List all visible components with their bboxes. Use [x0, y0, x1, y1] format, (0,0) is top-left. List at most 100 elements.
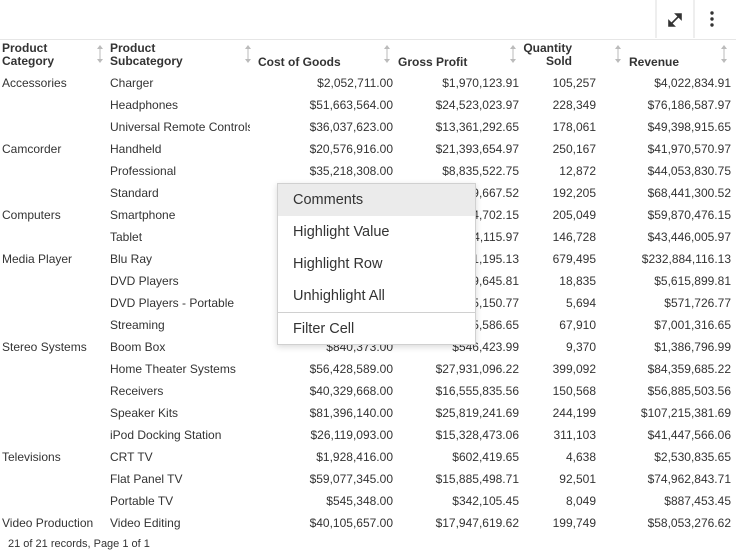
table-cell[interactable]: 4,115.97 [473, 230, 519, 244]
table-cell[interactable]: DVD Players - Portable [110, 296, 235, 310]
table-cell[interactable]: $43,446,005.97 [647, 230, 731, 244]
table-cell[interactable]: $59,870,476.15 [647, 208, 731, 222]
table-cell[interactable]: $15,328,473.06 [435, 428, 519, 442]
table-cell[interactable]: $20,576,916.00 [309, 142, 393, 156]
table-cell[interactable]: $68,441,300.52 [647, 186, 731, 200]
table-cell[interactable]: $15,885,498.71 [435, 472, 519, 486]
table-cell[interactable]: Televisions [2, 450, 61, 464]
table-cell[interactable]: Flat Panel TV [110, 472, 183, 486]
column-header[interactable]: Product Category [2, 41, 55, 68]
table-cell[interactable]: $36,037,623.00 [309, 120, 393, 134]
table-cell[interactable]: $545,348.00 [326, 494, 393, 508]
table-cell[interactable]: $84,359,685.22 [647, 362, 731, 376]
table-cell[interactable]: 8,049 [565, 494, 596, 508]
table-cell[interactable]: $17,947,619.62 [435, 516, 519, 530]
table-cell[interactable]: $56,428,589.00 [309, 362, 393, 376]
table-cell[interactable]: $107,215,381.69 [640, 406, 731, 420]
table-cell[interactable]: Receivers [110, 384, 164, 398]
table-cell[interactable]: $81,396,140.00 [309, 406, 393, 420]
table-cell[interactable]: 150,568 [552, 384, 596, 398]
table-cell[interactable]: $2,052,711.00 [317, 76, 393, 90]
table-cell[interactable]: $24,523,023.97 [435, 98, 519, 112]
table-cell[interactable]: $49,398,915.65 [647, 120, 731, 134]
table-cell[interactable]: 146,728 [552, 230, 596, 244]
table-cell[interactable]: Accessories [2, 76, 67, 90]
sort-icon[interactable] [244, 44, 252, 64]
table-cell[interactable]: $40,329,668.00 [309, 384, 393, 398]
menu-item[interactable]: Highlight Value [293, 224, 390, 240]
table-cell[interactable]: $44,053,830.75 [647, 164, 731, 178]
table-cell[interactable]: $76,186,587.97 [647, 98, 731, 112]
table-cell[interactable]: $27,931,096.22 [435, 362, 519, 376]
table-cell[interactable]: $232,884,116.13 [641, 252, 731, 266]
table-cell[interactable]: 205,049 [552, 208, 596, 222]
table-cell[interactable]: 5,694 [565, 296, 596, 310]
table-cell[interactable]: 5,586.65 [472, 318, 519, 332]
table-cell[interactable]: 92,501 [559, 472, 596, 486]
table-cell[interactable]: $59,077,345.00 [309, 472, 393, 486]
table-cell[interactable]: 18,835 [559, 274, 596, 288]
table-cell[interactable]: Handheld [110, 142, 162, 156]
table-cell[interactable]: $25,819,241.69 [435, 406, 519, 420]
sort-icon[interactable] [96, 44, 104, 64]
table-cell[interactable]: 4,702.15 [472, 208, 519, 222]
table-cell[interactable]: $5,615,899.81 [654, 274, 731, 288]
table-cell[interactable]: 311,103 [553, 428, 597, 442]
table-cell[interactable]: $41,447,566.06 [647, 428, 731, 442]
table-cell[interactable]: 1,195.13 [472, 252, 519, 266]
table-cell[interactable]: $58,053,276.62 [647, 516, 731, 530]
table-cell[interactable]: $1,970,123.91 [442, 76, 519, 90]
menu-item[interactable]: Unhighlight All [293, 288, 385, 304]
table-cell[interactable]: 12,872 [559, 164, 596, 178]
table-cell[interactable]: $51,663,564.00 [309, 98, 393, 112]
more-icon[interactable] [710, 11, 714, 27]
table-cell[interactable]: $21,393,654.97 [435, 142, 519, 156]
menu-item[interactable]: Filter Cell [293, 321, 355, 337]
table-cell[interactable]: 9,370 [565, 340, 596, 354]
menu-item[interactable]: Comments [278, 184, 475, 216]
table-cell[interactable]: Home Theater Systems [110, 362, 236, 376]
table-cell[interactable]: CRT TV [110, 450, 153, 464]
sort-icon[interactable] [614, 44, 622, 64]
table-cell[interactable]: Universal Remote Controls [110, 120, 250, 134]
table-cell[interactable]: 250,167 [552, 142, 596, 156]
table-cell[interactable]: Blu Ray [110, 252, 153, 266]
table-cell[interactable]: Video Production [2, 516, 94, 530]
table-cell[interactable]: Headphones [110, 98, 179, 112]
table-cell[interactable]: $16,555,835.56 [435, 384, 519, 398]
table-cell[interactable]: 105,257 [552, 76, 596, 90]
column-header[interactable]: Revenue [629, 55, 680, 69]
table-cell[interactable]: 199,749 [552, 516, 596, 530]
sort-icon[interactable] [720, 44, 728, 64]
table-cell[interactable]: $56,885,503.56 [647, 384, 731, 398]
table-cell[interactable]: $602,419.65 [452, 450, 519, 464]
table-cell[interactable]: $887,453.45 [664, 494, 731, 508]
column-header[interactable]: Product Subcategory [110, 41, 183, 68]
table-cell[interactable]: $13,361,292.65 [435, 120, 519, 134]
table-cell[interactable]: 9,645.81 [472, 274, 519, 288]
table-cell[interactable]: $35,218,308.00 [309, 164, 393, 178]
table-cell[interactable]: 67,910 [559, 318, 596, 332]
table-cell[interactable]: Smartphone [110, 208, 176, 222]
table-cell[interactable]: Stereo Systems [2, 340, 87, 354]
table-cell[interactable]: Charger [110, 76, 154, 90]
table-cell[interactable]: $40,105,657.00 [309, 516, 393, 530]
sort-icon[interactable] [509, 44, 517, 64]
table-cell[interactable]: $571,726.77 [664, 296, 731, 310]
table-cell[interactable]: 9,667.52 [472, 186, 519, 200]
table-cell[interactable]: $2,530,835.65 [654, 450, 731, 464]
table-cell[interactable]: 5,150.77 [472, 296, 519, 310]
table-cell[interactable]: Camcorder [2, 142, 62, 156]
table-cell[interactable]: 399,092 [552, 362, 596, 376]
table-cell[interactable]: Professional [110, 164, 177, 178]
sort-icon[interactable] [383, 44, 391, 64]
table-cell[interactable]: Tablet [110, 230, 143, 244]
table-cell[interactable]: $74,962,843.71 [647, 472, 731, 486]
table-cell[interactable]: Media Player [2, 252, 73, 266]
table-cell[interactable]: $4,022,834.91 [654, 76, 731, 90]
table-cell[interactable]: $1,928,416.00 [316, 450, 393, 464]
table-cell[interactable]: 192,205 [552, 186, 596, 200]
column-header[interactable]: Cost of Goods [258, 55, 341, 69]
table-cell[interactable]: Streaming [110, 318, 165, 332]
table-cell[interactable]: Video Editing [110, 516, 181, 530]
